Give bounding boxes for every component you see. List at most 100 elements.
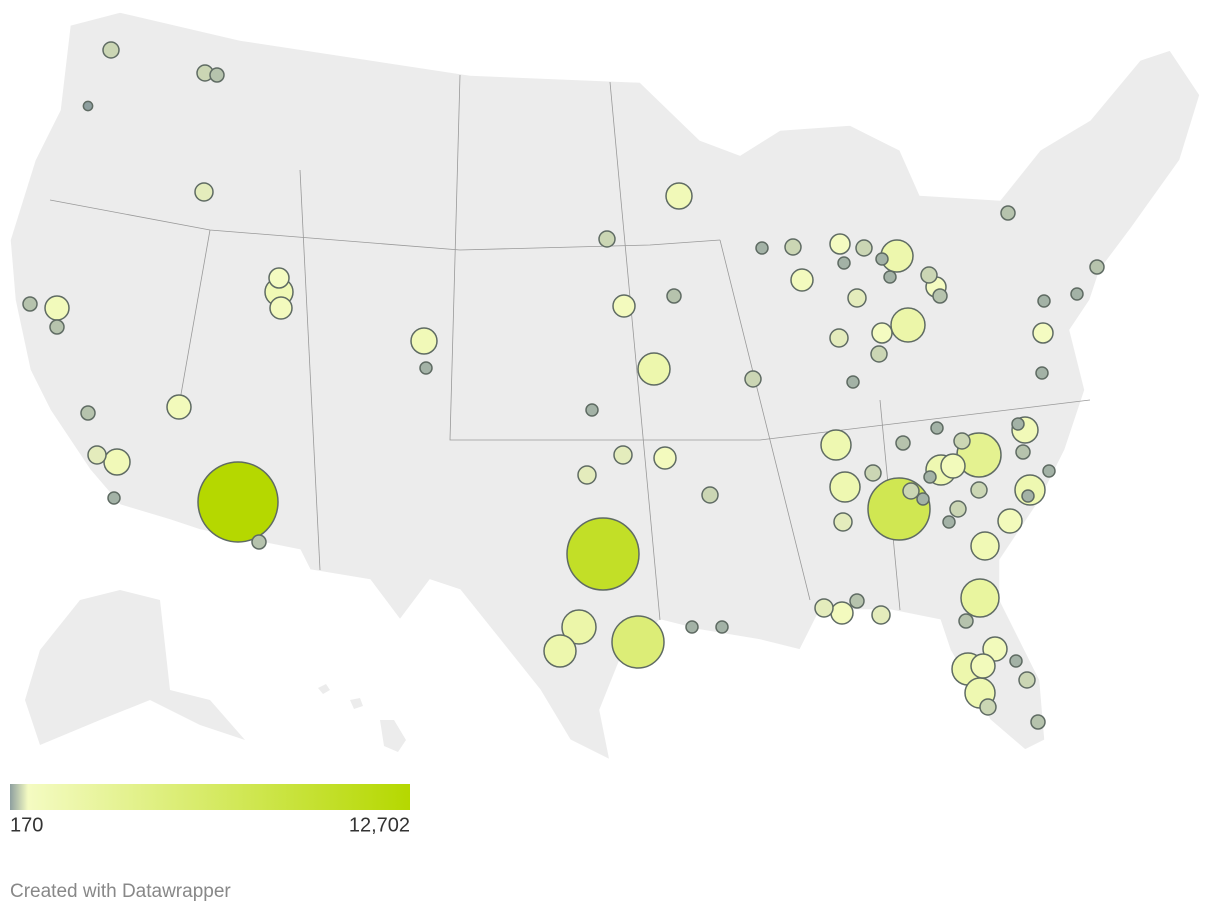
bubble xyxy=(87,445,107,465)
bubble xyxy=(942,515,956,529)
bubble xyxy=(612,294,636,318)
bubble xyxy=(194,182,214,202)
bubble xyxy=(666,288,682,304)
bubble xyxy=(847,288,867,308)
bubble xyxy=(902,482,920,500)
bubble xyxy=(1009,654,1023,668)
credit: Created with Datawrapper xyxy=(10,881,231,902)
bubble xyxy=(102,41,120,59)
bubble xyxy=(867,477,931,541)
bubble xyxy=(419,361,433,375)
bubble xyxy=(701,486,719,504)
bubble xyxy=(685,620,699,634)
legend-label: 170 xyxy=(10,814,43,836)
legend-gradient xyxy=(10,784,410,810)
bubble xyxy=(1015,444,1031,460)
bubble xyxy=(1011,417,1025,431)
bubble xyxy=(49,319,65,335)
bubble xyxy=(755,241,769,255)
bubble xyxy=(864,464,882,482)
bubble xyxy=(875,252,889,266)
bubble xyxy=(1032,322,1054,344)
bubble xyxy=(268,267,290,289)
bubble xyxy=(916,492,930,506)
bubble xyxy=(653,446,677,470)
bubble xyxy=(611,615,665,669)
bubble xyxy=(209,67,225,83)
bubble xyxy=(883,270,897,284)
bubble xyxy=(820,429,852,461)
bubble xyxy=(1035,366,1049,380)
bubble xyxy=(871,605,891,625)
bubble xyxy=(932,288,948,304)
state-borders xyxy=(49,74,1091,621)
bubble xyxy=(1089,259,1105,275)
bubble xyxy=(953,432,971,450)
bubble xyxy=(855,239,873,257)
bubble xyxy=(744,370,762,388)
bubble xyxy=(970,531,1000,561)
bubble xyxy=(833,512,853,532)
bubble xyxy=(166,394,192,420)
bubble xyxy=(970,481,988,499)
bubble xyxy=(1042,464,1056,478)
bubble xyxy=(82,100,94,112)
bubble xyxy=(895,435,911,451)
bubble xyxy=(561,609,597,645)
bubble xyxy=(566,517,640,591)
bubble xyxy=(829,233,851,255)
bubble xyxy=(958,613,974,629)
bubble xyxy=(890,307,926,343)
bubbles xyxy=(22,41,1105,730)
alaska xyxy=(25,590,245,745)
bubble xyxy=(1000,205,1016,221)
bubble xyxy=(1037,294,1051,308)
bubble xyxy=(269,296,293,320)
bubble xyxy=(715,620,729,634)
bubble xyxy=(410,327,438,355)
bubble xyxy=(829,471,861,503)
bubble xyxy=(80,405,96,421)
bubble xyxy=(960,578,1000,618)
bubble xyxy=(949,500,967,518)
bubble xyxy=(849,593,865,609)
bubble xyxy=(598,230,616,248)
bubble xyxy=(970,653,996,679)
bubble xyxy=(846,375,860,389)
bubble xyxy=(251,534,267,550)
bubble xyxy=(930,421,944,435)
bubble xyxy=(784,238,802,256)
bubble xyxy=(1018,671,1036,689)
bubble xyxy=(1070,287,1084,301)
bubble xyxy=(979,698,997,716)
legend-label: 12,702 xyxy=(349,814,410,836)
bubble xyxy=(920,266,938,284)
bubble xyxy=(665,182,693,210)
bubble xyxy=(1021,489,1035,503)
bubble xyxy=(197,461,279,543)
bubble xyxy=(103,448,131,476)
bubble xyxy=(637,352,671,386)
bubble xyxy=(107,491,121,505)
bubble xyxy=(44,295,70,321)
bubble xyxy=(1030,714,1046,730)
bubble xyxy=(22,296,38,312)
bubble xyxy=(585,403,599,417)
bubble xyxy=(830,601,854,625)
bubble xyxy=(997,508,1023,534)
bubble xyxy=(837,256,851,270)
bubble xyxy=(829,328,849,348)
bubble xyxy=(870,345,888,363)
us-outline xyxy=(9,11,1201,762)
bubble xyxy=(790,268,814,292)
bubble xyxy=(871,322,893,344)
bubble xyxy=(613,445,633,465)
bubble xyxy=(923,470,937,484)
hawaii xyxy=(318,684,406,752)
bubble xyxy=(577,465,597,485)
bubble xyxy=(814,598,834,618)
bubble xyxy=(543,634,577,668)
bubble xyxy=(940,453,966,479)
